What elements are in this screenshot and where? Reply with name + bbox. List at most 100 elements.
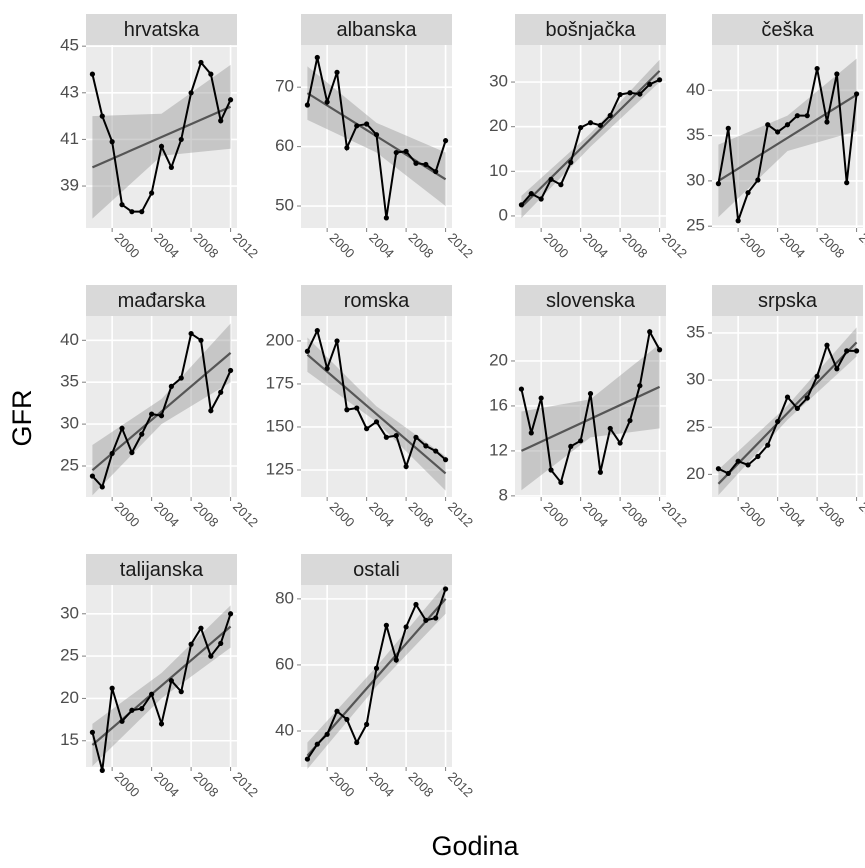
- data-point: [218, 389, 224, 395]
- y-tick-label: 8: [499, 485, 508, 504]
- y-tick-label: 50: [275, 196, 294, 215]
- data-point: [168, 383, 174, 389]
- strip: [301, 285, 452, 316]
- data-point: [208, 653, 214, 659]
- y-tick-label: 40: [686, 80, 705, 99]
- data-point: [765, 122, 771, 128]
- x-tick-label: 2000: [327, 769, 358, 800]
- strip: [712, 14, 863, 45]
- data-point: [149, 411, 155, 417]
- data-point: [334, 708, 340, 714]
- panel-background: [86, 585, 237, 767]
- fit-line: [717, 93, 858, 182]
- data-point: [518, 202, 525, 208]
- panel-background: [86, 316, 237, 497]
- data-point: [715, 466, 722, 472]
- data-point: [558, 182, 564, 188]
- x-tick-label: 2000: [327, 230, 358, 261]
- data-point: [149, 190, 155, 196]
- y-tick-label: 35: [686, 125, 705, 144]
- y-tick-label: 20: [60, 688, 79, 707]
- data-point: [109, 139, 115, 145]
- x-tick-label: 2008: [191, 769, 222, 800]
- data-point: [373, 132, 380, 138]
- y-tick-label: 35: [686, 322, 705, 341]
- panel-background: [301, 316, 452, 497]
- data-point: [656, 77, 663, 83]
- x-tick-label: 2004: [366, 499, 397, 530]
- data-point: [725, 125, 731, 131]
- y-tick-label: 30: [60, 603, 79, 622]
- data-point: [158, 413, 165, 419]
- data-point: [597, 469, 603, 475]
- data-point: [383, 215, 389, 221]
- strip: [301, 554, 452, 585]
- data-point: [168, 678, 174, 684]
- data-point: [627, 417, 633, 424]
- data-point: [109, 685, 115, 691]
- y-tick-label: 30: [686, 370, 705, 389]
- x-tick-label: 2012: [659, 499, 690, 530]
- data-point: [403, 148, 409, 154]
- y-tick-label: 30: [489, 72, 508, 91]
- data-point: [617, 91, 623, 98]
- data-point: [423, 617, 429, 623]
- y-tick-label: 43: [60, 82, 79, 101]
- data-point: [528, 191, 534, 197]
- confidence-band: [718, 327, 857, 496]
- data-point: [354, 739, 360, 746]
- data-point: [324, 731, 330, 737]
- y-tick-label: 30: [686, 170, 705, 189]
- data-point: [227, 367, 234, 374]
- x-tick-label: 2012: [856, 499, 865, 530]
- y-tick-label: 12: [489, 440, 508, 459]
- data-point: [627, 90, 633, 96]
- data-point: [413, 434, 419, 440]
- panel-title: češka: [761, 19, 814, 41]
- y-tick-label: 25: [60, 646, 79, 665]
- panel-title: slovenska: [546, 290, 636, 312]
- y-tick-label: 41: [60, 129, 79, 148]
- x-tick-label: 2012: [445, 499, 476, 530]
- data-point: [188, 90, 194, 96]
- x-tick-label: 2004: [777, 230, 808, 261]
- data-point: [725, 470, 731, 477]
- data-point: [607, 112, 613, 119]
- y-tick-label: 175: [266, 373, 294, 392]
- data-point: [373, 419, 380, 425]
- y-tick-label: 15: [60, 730, 79, 749]
- data-point: [804, 113, 810, 119]
- data-point: [89, 729, 96, 735]
- data-point: [578, 438, 584, 444]
- data-point: [607, 425, 613, 432]
- data-point: [139, 431, 145, 437]
- strip: [712, 285, 863, 316]
- y-tick-label: 25: [686, 216, 705, 235]
- data-point: [853, 91, 860, 97]
- y-tick-label: 40: [60, 330, 79, 349]
- data-point: [433, 168, 439, 175]
- data-point: [442, 586, 449, 592]
- data-point: [373, 665, 380, 671]
- data-point: [423, 161, 429, 168]
- data-point: [227, 97, 234, 103]
- data-point: [158, 143, 165, 150]
- data-point: [715, 181, 722, 187]
- strip: [86, 554, 237, 585]
- y-tick-label: 40: [275, 720, 294, 739]
- data-point: [824, 119, 830, 125]
- data-point: [735, 218, 741, 224]
- data-point: [775, 129, 781, 135]
- x-tick-label: 2012: [230, 230, 261, 261]
- panel-title: talijanska: [120, 559, 204, 581]
- x-tick-label: 2000: [112, 499, 143, 530]
- data-point: [149, 691, 155, 697]
- data-point: [89, 71, 96, 77]
- x-tick-label: 2000: [112, 230, 143, 261]
- data-point: [354, 405, 360, 411]
- data-point: [393, 432, 399, 439]
- data-point: [168, 164, 174, 170]
- data-point: [647, 329, 653, 335]
- data-point: [403, 624, 409, 630]
- y-tick-label: 10: [489, 161, 508, 180]
